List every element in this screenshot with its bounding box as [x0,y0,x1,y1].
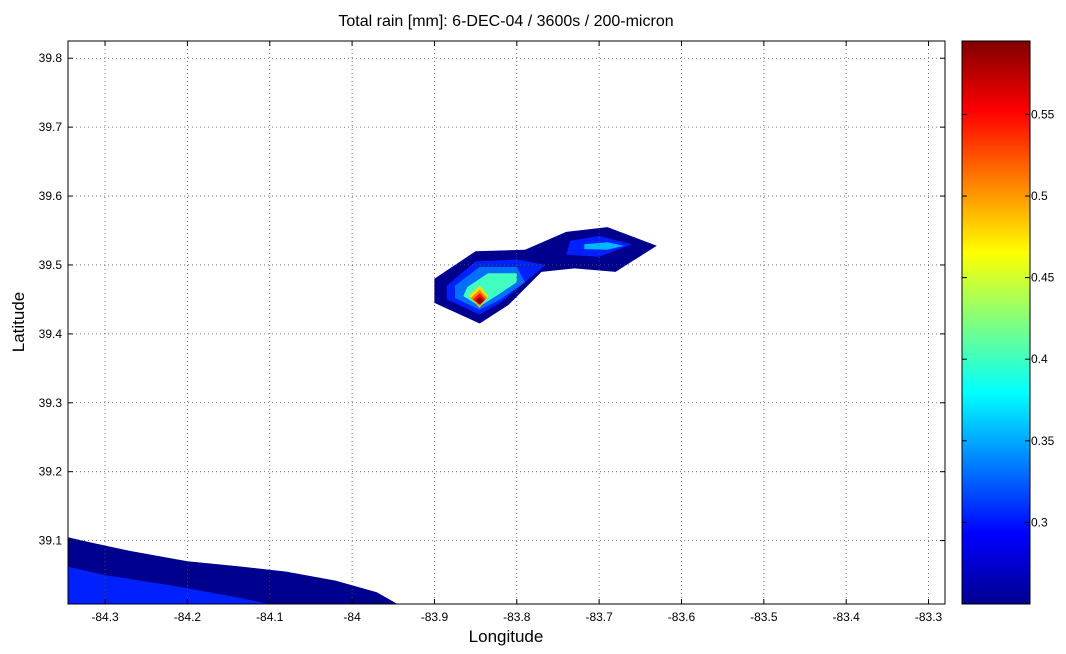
x-tick-label: -83.9 [421,610,449,624]
y-axis-ticks: 39.1 39.2 39.3 39.4 39.5 39.6 39.7 39.8 [39,51,945,548]
chart-title: Total rain [mm]: 6-DEC-04 / 3600s / 200-… [338,13,673,30]
contour-region [584,242,624,250]
colorbar-tick-label: 0.55 [1031,107,1055,121]
colorbar-tick-label: 0.35 [1031,434,1055,448]
x-axis-label: Longitude [469,627,544,646]
y-tick-label: 39.1 [39,534,63,548]
x-tick-label: -84.2 [174,610,202,624]
contour-regions [68,227,657,604]
contour-region [475,296,484,305]
y-tick-label: 39.4 [39,327,63,341]
x-tick-label: -83.4 [833,610,861,624]
plot-frame [67,40,946,605]
y-tick-label: 39.8 [39,51,63,65]
x-tick-label: -84 [343,610,361,624]
y-tick-label: 39.2 [39,465,63,479]
colorbar-ticks: 0.3 0.35 0.4 0.45 0.5 0.55 [962,107,1055,529]
colorbar-tick-label: 0.45 [1031,271,1055,285]
y-tick-label: 39.6 [39,189,63,203]
plot-area [68,41,945,604]
x-tick-label: -83.3 [915,610,943,624]
x-tick-label: -83.8 [503,610,531,624]
x-axis-ticks: -84.3 -84.2 -84.1 -84 -83.9 -83.8 -83.7 -83.6 -8… [91,41,943,624]
x-tick-label: -84.3 [91,610,119,624]
colorbar-tick-label: 0.4 [1031,352,1048,366]
x-tick-label: -84.1 [256,610,284,624]
y-tick-label: 39.7 [39,120,63,134]
y-tick-label: 39.3 [39,396,63,410]
y-tick-label: 39.5 [39,258,63,272]
y-axis-label: Latitude [9,292,28,353]
colorbar [961,40,1031,605]
x-tick-label: -83.5 [750,610,778,624]
x-tick-label: -83.7 [585,610,613,624]
x-tick-label: -83.6 [668,610,696,624]
colorbar-tick-label: 0.5 [1031,189,1048,203]
colorbar-tick-label: 0.3 [1031,515,1048,529]
contour-region [68,566,270,604]
